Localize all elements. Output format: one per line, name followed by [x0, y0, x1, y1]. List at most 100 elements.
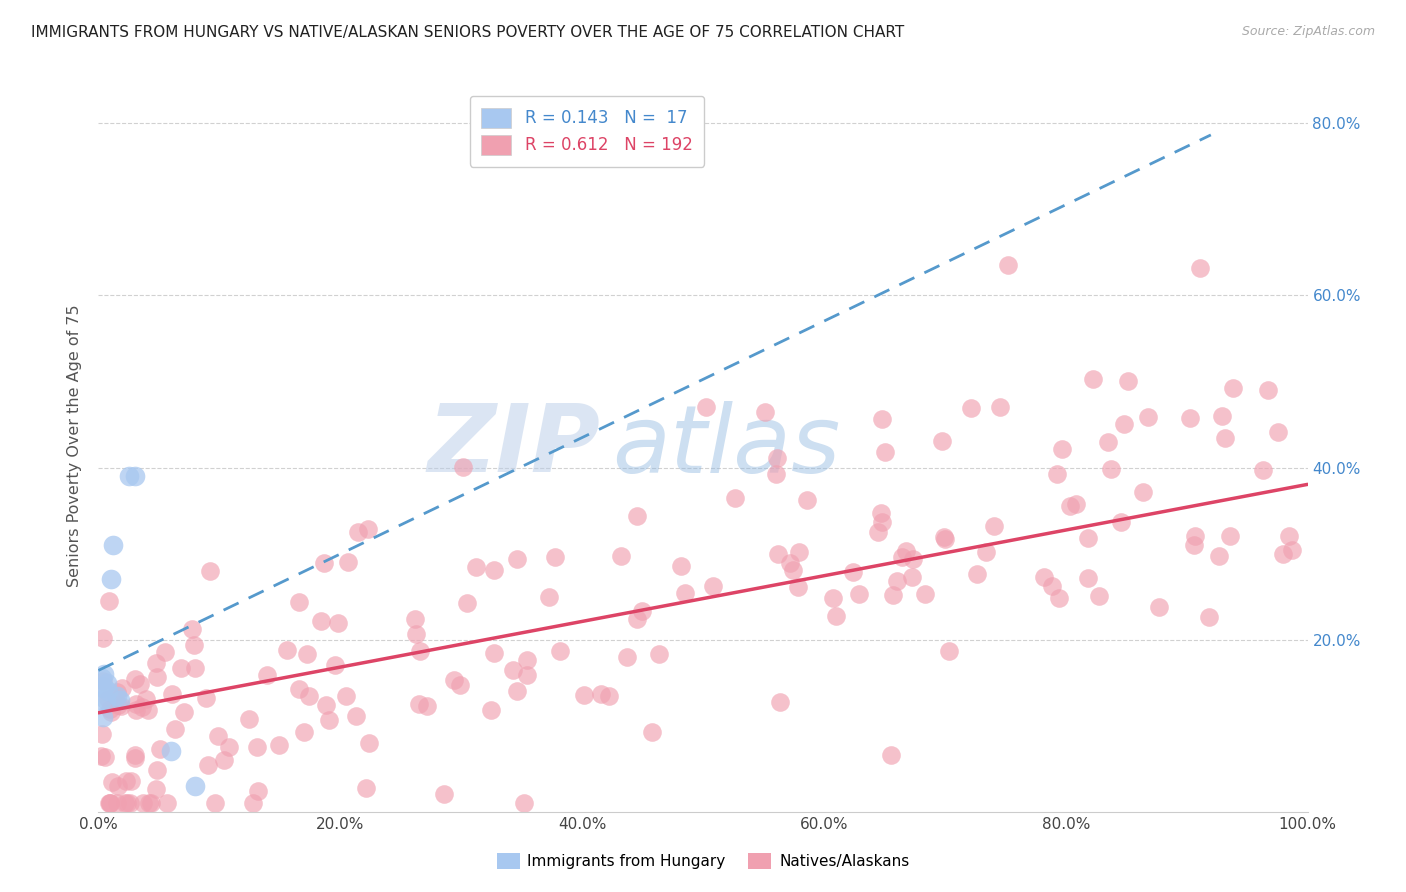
Point	[673, 586, 696, 600]
Point	[882, 588, 904, 602]
Point	[124, 751, 146, 765]
Point	[184, 779, 207, 793]
Point	[124, 469, 146, 483]
Point	[724, 491, 747, 506]
Point	[765, 467, 787, 482]
Point	[173, 705, 195, 719]
Point	[537, 590, 560, 604]
Point	[702, 579, 724, 593]
Point	[344, 708, 367, 723]
Point	[1114, 417, 1136, 432]
Point	[136, 703, 159, 717]
Point	[1188, 261, 1211, 276]
Point	[120, 774, 142, 789]
Point	[204, 796, 226, 810]
Point	[589, 687, 612, 701]
Point	[100, 796, 122, 810]
Point	[901, 570, 924, 584]
Point	[145, 656, 167, 670]
Point	[347, 525, 370, 540]
Point	[194, 690, 217, 705]
Point	[872, 515, 894, 529]
Point	[886, 574, 908, 589]
Point	[105, 689, 128, 703]
Point	[938, 643, 960, 657]
Point	[315, 698, 337, 713]
Point	[91, 671, 114, 685]
Point	[513, 796, 536, 810]
Point	[1211, 409, 1233, 423]
Point	[848, 587, 870, 601]
Point	[318, 714, 340, 728]
Point	[873, 445, 896, 459]
Point	[766, 451, 789, 466]
Point	[505, 551, 527, 566]
Point	[267, 738, 290, 752]
Point	[934, 531, 956, 545]
Point	[146, 764, 169, 778]
Point	[238, 712, 260, 726]
Text: ZIP: ZIP	[427, 400, 600, 492]
Point	[479, 702, 502, 716]
Point	[1184, 528, 1206, 542]
Point	[97, 691, 120, 706]
Point	[626, 508, 648, 523]
Point	[197, 758, 219, 772]
Point	[105, 796, 128, 810]
Point	[93, 673, 115, 688]
Point	[870, 412, 893, 426]
Point	[1281, 543, 1303, 558]
Point	[997, 258, 1019, 272]
Point	[960, 401, 983, 416]
Point	[1059, 499, 1081, 513]
Point	[754, 404, 776, 418]
Point	[146, 670, 169, 684]
Point	[465, 560, 488, 574]
Point	[779, 557, 801, 571]
Point	[242, 796, 264, 810]
Point	[787, 544, 810, 558]
Point	[870, 506, 893, 520]
Point	[1267, 425, 1289, 439]
Point	[156, 796, 179, 810]
Point	[198, 564, 221, 578]
Point	[131, 699, 153, 714]
Text: Source: ZipAtlas.com: Source: ZipAtlas.com	[1241, 25, 1375, 38]
Point	[1077, 531, 1099, 545]
Point	[631, 605, 654, 619]
Point	[91, 631, 114, 645]
Point	[94, 750, 117, 764]
Point	[111, 681, 134, 696]
Point	[110, 698, 132, 713]
Point	[276, 642, 298, 657]
Y-axis label: Seniors Poverty Over the Age of 75: Seniors Poverty Over the Age of 75	[67, 305, 83, 587]
Point	[1271, 547, 1294, 561]
Point	[695, 401, 717, 415]
Point	[114, 773, 136, 788]
Point	[246, 739, 269, 754]
Point	[94, 693, 117, 707]
Point	[149, 741, 172, 756]
Point	[93, 667, 115, 681]
Point	[443, 673, 465, 688]
Point	[295, 647, 318, 661]
Point	[516, 668, 538, 682]
Point	[825, 608, 848, 623]
Point	[1198, 610, 1220, 624]
Point	[1219, 529, 1241, 543]
Point	[207, 730, 229, 744]
Point	[451, 460, 474, 475]
Point	[107, 779, 129, 793]
Point	[336, 555, 359, 569]
Point	[97, 796, 120, 810]
Point	[1278, 529, 1301, 543]
Point	[138, 796, 160, 810]
Point	[153, 645, 176, 659]
Point	[100, 701, 122, 715]
Legend: R = 0.143   N =  17, R = 0.612   N = 192: R = 0.143 N = 17, R = 0.612 N = 192	[470, 96, 704, 167]
Point	[796, 493, 818, 508]
Point	[90, 680, 112, 694]
Point	[359, 737, 381, 751]
Point	[298, 689, 321, 703]
Point	[1064, 497, 1087, 511]
